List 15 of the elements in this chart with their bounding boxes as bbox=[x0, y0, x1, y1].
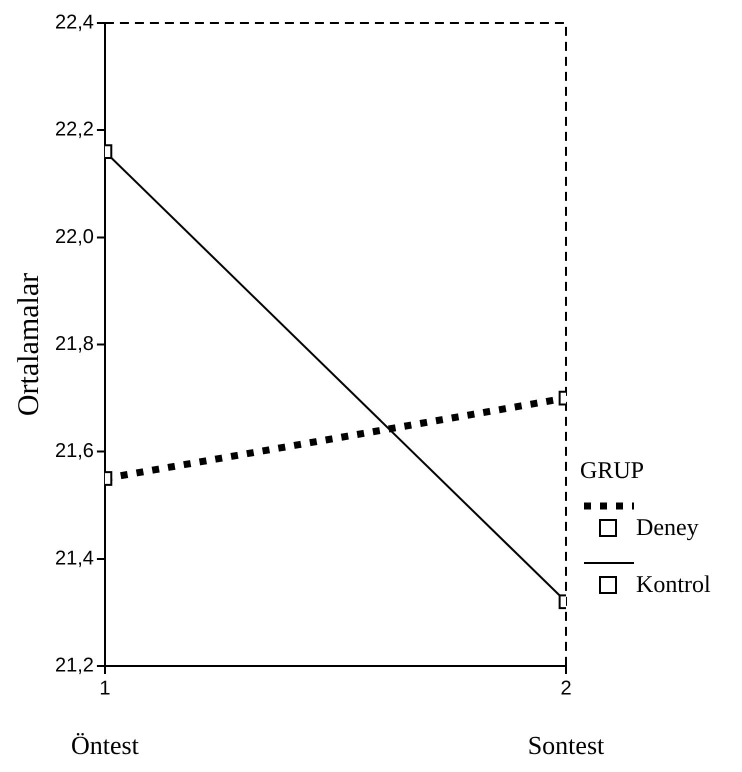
legend-label: Kontrol bbox=[636, 572, 711, 599]
legend-title: GRUP bbox=[580, 458, 646, 485]
y-tick-label: 22,2 bbox=[54, 118, 94, 141]
y-tick-label: 22,4 bbox=[54, 12, 94, 34]
x-tick-label: 2 bbox=[560, 678, 572, 700]
text: Sontest bbox=[528, 731, 606, 760]
x-tick-label: 1 bbox=[99, 678, 110, 700]
y-tick-label: 21,8 bbox=[54, 333, 94, 356]
y-axis-title: Ortalamalar bbox=[12, 272, 45, 416]
y-tick-label: 21,2 bbox=[54, 654, 94, 677]
text: Öntest bbox=[70, 731, 140, 760]
y-tick-label: 22,0 bbox=[54, 226, 94, 248]
y-tick-label: 21,6 bbox=[54, 440, 94, 462]
legend-label: Deney bbox=[636, 515, 699, 542]
y-tick-label: 21,4 bbox=[54, 547, 94, 570]
